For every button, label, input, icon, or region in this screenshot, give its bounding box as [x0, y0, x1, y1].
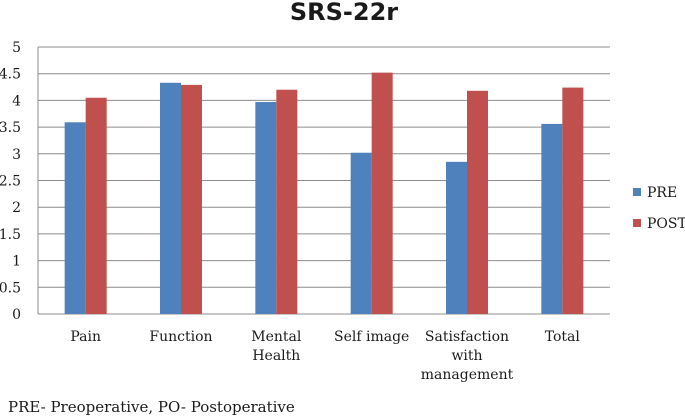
bar-post — [276, 89, 298, 314]
bar-post — [562, 87, 584, 314]
y-tick-label: 4 — [12, 93, 21, 109]
bar-pre — [64, 122, 86, 314]
bars — [64, 72, 584, 315]
bar-pre — [350, 152, 372, 314]
y-tick-label: 0 — [12, 307, 21, 323]
footnote: PRE- Preoperative, PO- Postoperative — [8, 398, 295, 416]
x-category-label: management — [421, 367, 514, 383]
x-category-label: Satisfaction — [425, 329, 509, 345]
legend: PRE POST — [633, 185, 685, 232]
gridlines — [37, 46, 610, 315]
y-tick-label: 1.5 — [0, 227, 21, 243]
y-tick-label: 0.5 — [0, 280, 21, 296]
chart-title: SRS-22r — [290, 0, 398, 26]
x-category-label: with — [451, 348, 482, 364]
bar-post — [371, 72, 393, 314]
x-category-label: Health — [252, 348, 300, 364]
y-tick-label: 3.5 — [0, 120, 21, 136]
x-category-label: Total — [545, 329, 581, 345]
y-tick-label: 5 — [12, 40, 21, 56]
bar-post — [467, 90, 488, 315]
bar-pre — [446, 161, 467, 314]
legend-swatch-pre — [633, 188, 641, 196]
y-tick-label: 2 — [12, 200, 21, 216]
legend-label-pre: PRE — [647, 185, 677, 201]
y-tick-label: 3 — [12, 147, 21, 163]
bar-pre — [541, 123, 563, 315]
bar-post — [85, 97, 107, 314]
y-axis-ticks: 0 0.5 1 1.5 2 2.5 3 3.5 4 4.5 5 — [0, 40, 21, 323]
y-tick-label: 1 — [12, 254, 21, 270]
bar-chart: SRS-22r 0 0.5 1 1.5 2 2.5 3 3.5 4 4.5 5 Pain Functi… — [0, 0, 685, 383]
x-category-label: Mental — [251, 329, 302, 345]
bar-pre — [255, 102, 277, 314]
legend-label-post: POST — [647, 216, 685, 232]
x-axis-categories: Pain Function Mental Health Self image Satisf… — [70, 329, 580, 383]
bar-post — [181, 84, 202, 314]
x-category-label: Function — [149, 329, 212, 345]
y-tick-label: 2.5 — [0, 174, 21, 190]
x-category-label: Self image — [334, 329, 409, 345]
bar-pre — [160, 82, 181, 314]
legend-swatch-post — [633, 219, 641, 227]
x-category-label: Pain — [70, 329, 101, 345]
y-tick-label: 4.5 — [0, 67, 21, 83]
